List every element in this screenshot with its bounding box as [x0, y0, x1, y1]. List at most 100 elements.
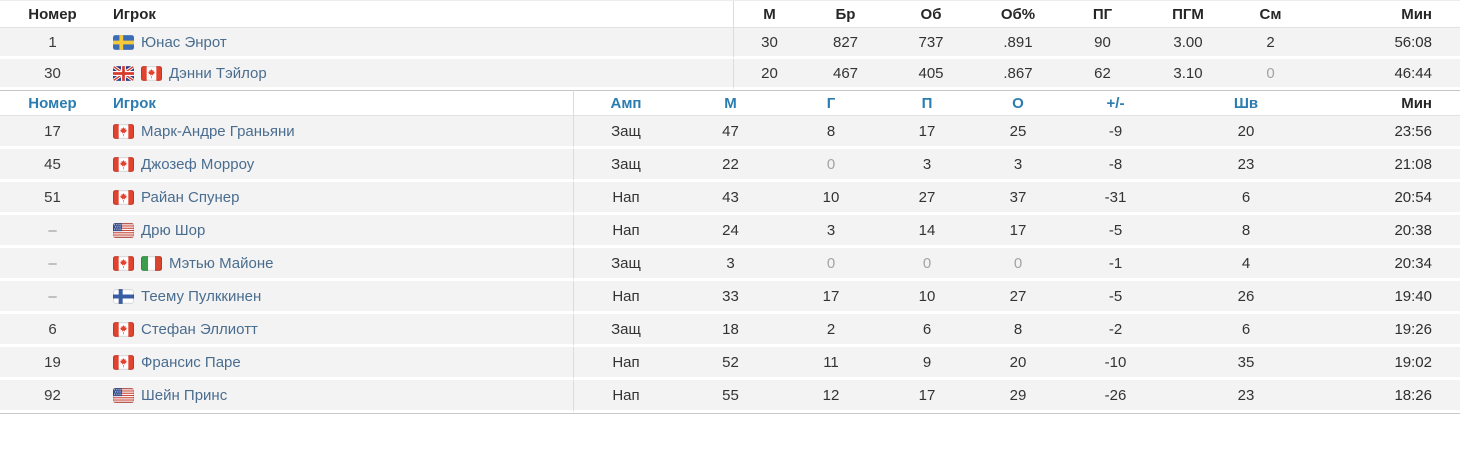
- col-header-goals[interactable]: Г: [783, 90, 879, 116]
- player-name-link[interactable]: Райан Спунер: [141, 188, 240, 206]
- player-name-link[interactable]: Дэнни Тэйлор: [169, 64, 267, 82]
- stat-value: 6: [1170, 182, 1322, 215]
- table-row: 92 Шейн Принс Нап 55 12 17 29 -26 23 18:26: [0, 380, 1460, 413]
- stat-value: 4: [1170, 248, 1322, 281]
- col-header-saves[interactable]: Об: [886, 1, 976, 28]
- flag-can-icon: [113, 123, 141, 139]
- player-number: –: [0, 281, 105, 314]
- player-name-link[interactable]: Мэтью Майоне: [169, 254, 274, 272]
- player-cell: Дрю Шор: [105, 215, 573, 248]
- player-cell: Теему Пулккинен: [105, 281, 573, 314]
- player-name-link[interactable]: Теему Пулккинен: [141, 287, 262, 305]
- goalies-body: 1 Юнас Энрот 30 827 737.891 90 3.00 2 56:08 30 Дэн…: [0, 28, 1460, 90]
- stat-value: 24: [678, 215, 783, 248]
- stat-value: 20: [733, 59, 805, 90]
- player-cell: Джозеф Морроу: [105, 149, 573, 182]
- table-row: 45 Джозеф Морроу Защ 22 0 3 3 -8 23 21:08: [0, 149, 1460, 182]
- col-header-assists[interactable]: П: [879, 90, 975, 116]
- minutes-value: 20:34: [1322, 248, 1460, 281]
- flag-can-icon: [141, 65, 169, 81]
- stat-value: 10: [783, 182, 879, 215]
- player-number: 19: [0, 347, 105, 380]
- minutes-value: 18:26: [1322, 380, 1460, 413]
- flag-ita-icon: [141, 255, 169, 271]
- stat-value: 6: [1170, 314, 1322, 347]
- flag-can-icon: [113, 189, 141, 205]
- skaters-header-row: Номер Игрок Амп М Г П О +/- Шв Мин: [0, 90, 1460, 116]
- col-header-player[interactable]: Игрок: [105, 1, 733, 28]
- col-header-minutes[interactable]: Мин: [1322, 90, 1460, 116]
- player-name-link[interactable]: Стефан Эллиотт: [141, 320, 258, 338]
- stat-value: 23: [1170, 149, 1322, 182]
- col-header-games[interactable]: М: [678, 90, 783, 116]
- stat-value: 0: [975, 248, 1061, 281]
- stat-value: 737: [886, 28, 976, 59]
- stat-value: -8: [1061, 149, 1170, 182]
- player-cell: Райан Спунер: [105, 182, 573, 215]
- col-header-goals-against[interactable]: ПГ: [1060, 1, 1145, 28]
- col-header-minutes[interactable]: Мин: [1310, 1, 1460, 28]
- stat-value: 3: [879, 149, 975, 182]
- col-header-points[interactable]: О: [975, 90, 1061, 116]
- stat-value: 0: [1231, 59, 1310, 90]
- stat-value: 17: [879, 380, 975, 413]
- table-row: 17 Марк-Андре Граньяни Защ 47 8 17 25 -9 20 23:56: [0, 116, 1460, 149]
- flag-can-icon: [113, 321, 141, 337]
- minutes-value: 21:08: [1322, 149, 1460, 182]
- flag-can-icon: [113, 156, 141, 172]
- stat-value: 27: [975, 281, 1061, 314]
- minutes-value: 19:40: [1322, 281, 1460, 314]
- stat-value: 33: [678, 281, 783, 314]
- col-header-games[interactable]: М: [733, 1, 805, 28]
- player-name-link[interactable]: Марк-Андре Граньяни: [141, 122, 295, 140]
- stat-value: -1: [1061, 248, 1170, 281]
- player-name-link[interactable]: Шейн Принс: [141, 386, 228, 404]
- stat-value: 0: [783, 149, 879, 182]
- stat-value: Нап: [573, 347, 678, 380]
- stat-value: 27: [879, 182, 975, 215]
- stat-value: 3.00: [1145, 28, 1231, 59]
- player-number: 45: [0, 149, 105, 182]
- stat-value: 12: [783, 380, 879, 413]
- col-header-position[interactable]: Амп: [573, 90, 678, 116]
- player-name-link[interactable]: Юнас Энрот: [141, 33, 227, 51]
- col-header-player[interactable]: Игрок: [105, 90, 573, 116]
- minutes-value: 20:54: [1322, 182, 1460, 215]
- col-header-shutouts[interactable]: См: [1231, 1, 1310, 28]
- table-row: – Дрю Шор Нап 24 3 14 17 -5 8 20:38: [0, 215, 1460, 248]
- stat-value: Нап: [573, 281, 678, 314]
- stat-value: 11: [783, 347, 879, 380]
- col-header-gaa[interactable]: ПГМ: [1145, 1, 1231, 28]
- stat-value: Защ: [573, 149, 678, 182]
- col-header-shots[interactable]: Шв: [1170, 90, 1322, 116]
- player-name-link[interactable]: Дрю Шор: [141, 221, 206, 239]
- stat-value: 10: [879, 281, 975, 314]
- stat-value: 90: [1060, 28, 1145, 59]
- stat-value: 2: [1231, 28, 1310, 59]
- player-name-link[interactable]: Франсис Паре: [141, 353, 241, 371]
- flag-usa-icon: [113, 222, 141, 238]
- stat-value: -10: [1061, 347, 1170, 380]
- player-cell: Стефан Эллиотт: [105, 314, 573, 347]
- stat-value: 8: [783, 116, 879, 149]
- stat-value: 0: [879, 248, 975, 281]
- stat-value: Защ: [573, 314, 678, 347]
- player-cell: Мэтью Майоне: [105, 248, 573, 281]
- player-number: 51: [0, 182, 105, 215]
- stat-value: -5: [1061, 215, 1170, 248]
- stat-value: 3: [783, 215, 879, 248]
- col-header-number[interactable]: Номер: [0, 1, 105, 28]
- table-row: – Мэтью Майоне Защ 3 0 0 0 -1 4 20:34: [0, 248, 1460, 281]
- col-header-shots-against[interactable]: Бр: [805, 1, 886, 28]
- player-number: 17: [0, 116, 105, 149]
- col-header-save-pct[interactable]: Об%: [976, 1, 1060, 28]
- table-row: 30 Дэнни Тэйлор 20 467 405.867 62 3.10 0 46:44: [0, 59, 1460, 90]
- col-header-number[interactable]: Номер: [0, 90, 105, 116]
- stat-value: -31: [1061, 182, 1170, 215]
- col-header-plus-minus[interactable]: +/-: [1061, 90, 1170, 116]
- player-name-link[interactable]: Джозеф Морроу: [141, 155, 255, 173]
- stat-value: -9: [1061, 116, 1170, 149]
- skaters-body: 17 Марк-Андре Граньяни Защ 47 8 17 25 -9 20 23:56…: [0, 116, 1460, 413]
- stat-value: 52: [678, 347, 783, 380]
- stat-value: Защ: [573, 116, 678, 149]
